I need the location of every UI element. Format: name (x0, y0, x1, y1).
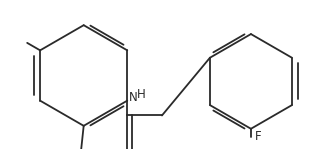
Text: N: N (129, 91, 138, 104)
Text: H: H (137, 88, 146, 101)
Text: F: F (255, 130, 261, 143)
